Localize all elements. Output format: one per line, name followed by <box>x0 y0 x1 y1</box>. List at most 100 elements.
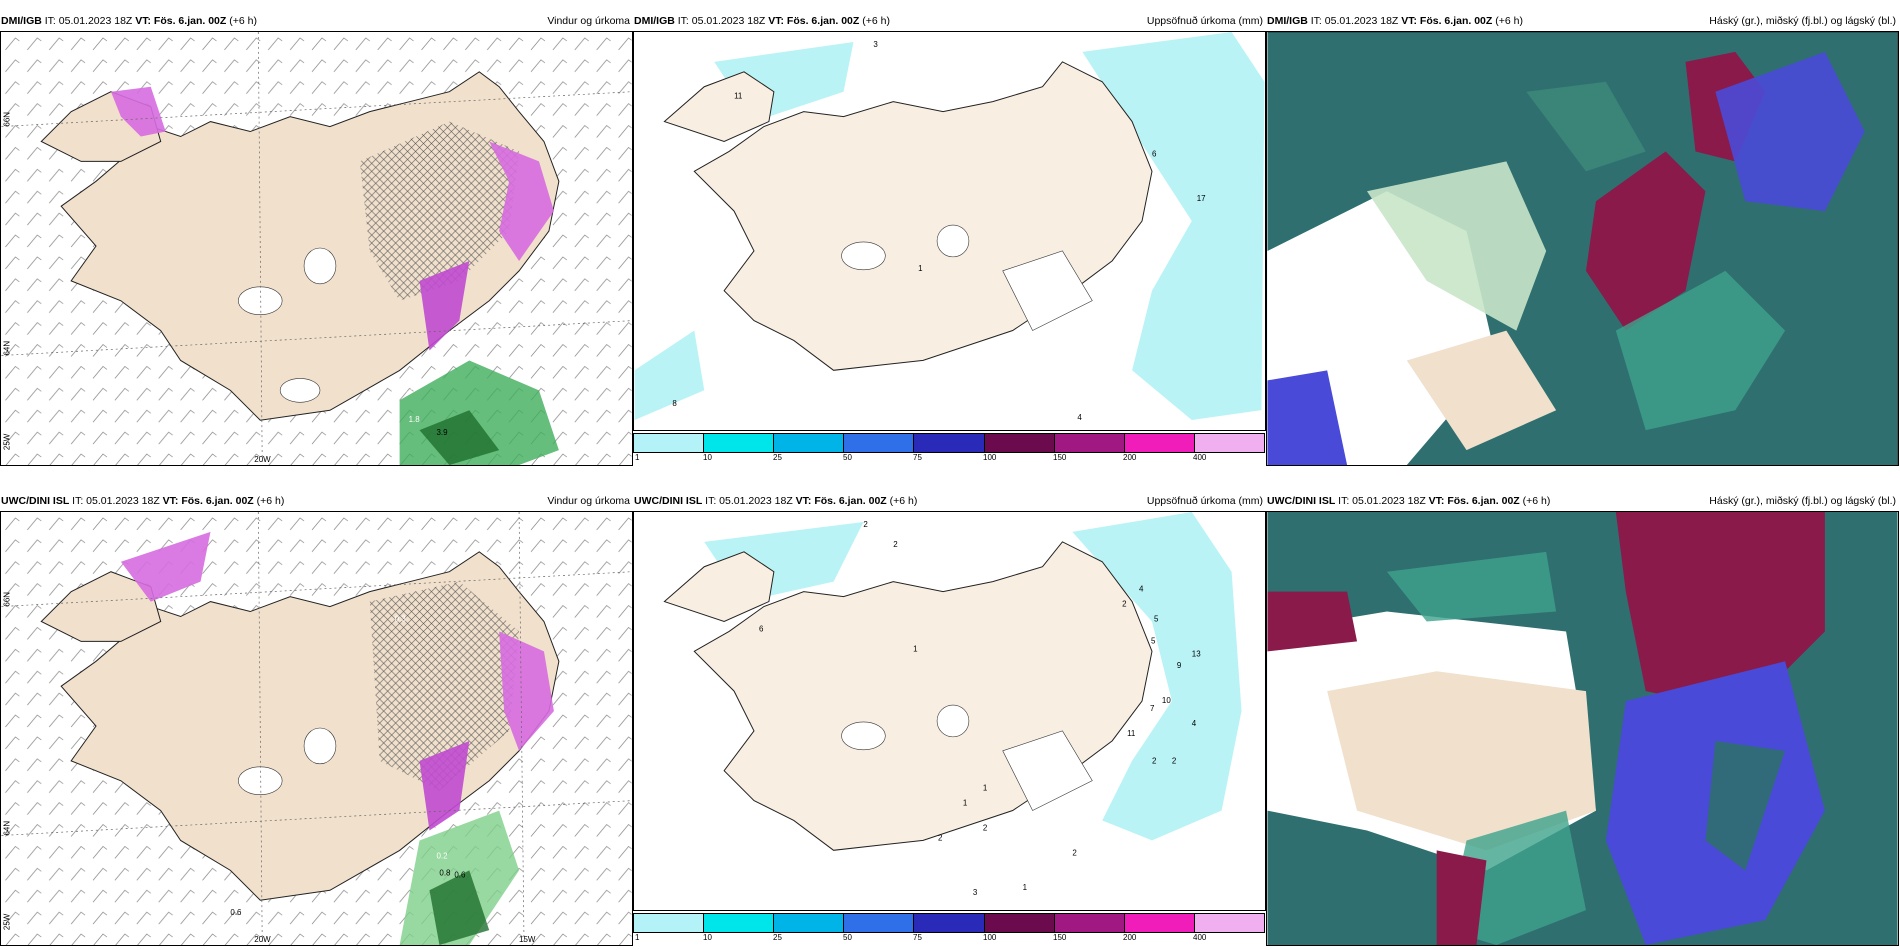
cloud-map <box>1267 512 1898 945</box>
value-label: 2 <box>1172 757 1177 766</box>
value-label: 1.8 <box>409 415 421 424</box>
panel-header: UWC/DINI ISL IT: 05.01.2023 18Z VT: Fös.… <box>1266 491 1899 511</box>
panel-uwc-clouds: UWC/DINI ISL IT: 05.01.2023 18Z VT: Fös.… <box>1266 491 1899 946</box>
colorbar-swatch <box>844 434 915 452</box>
value-label: 2 <box>938 833 943 842</box>
value-label: 5 <box>1151 636 1156 645</box>
value-label: 2 <box>893 540 898 549</box>
map-frame: 66N 64N 25W 20W 15W 0.2 0.8 0.6 0.6 0.3 <box>0 511 633 946</box>
colorbar-label: 1 <box>635 453 640 462</box>
map-frame <box>1266 31 1899 466</box>
value-label: 17 <box>1197 194 1206 203</box>
colorbar <box>633 913 1265 933</box>
precip-map: 3 6 17 1 8 4 11 <box>634 32 1265 430</box>
colorbar-label: 10 <box>703 933 712 942</box>
grid-label-15w: 15W <box>519 935 536 944</box>
map-frame: 2 2 5 6 5 4 2 13 9 7 10 11 1 2 2 2 1 1 2… <box>633 511 1266 911</box>
panel-title: Vindur og úrkoma <box>547 495 630 507</box>
value-label: 5 <box>1154 614 1159 623</box>
value-label: 1 <box>1023 883 1028 892</box>
grid-label-25w: 25W <box>2 433 11 450</box>
colorbar-swatch <box>1124 914 1195 932</box>
value-label: 7 <box>1150 704 1155 713</box>
value-label: 4 <box>1192 719 1197 728</box>
colorbar-label: 50 <box>843 933 852 942</box>
colorbar-label: 400 <box>1193 933 1207 942</box>
panel-header: DMI/IGB IT: 05.01.2023 18Z VT: Fös. 6.ja… <box>0 11 633 31</box>
panel-dmi-clouds: DMI/IGB IT: 05.01.2023 18Z VT: Fös. 6.ja… <box>1266 11 1899 466</box>
grid-label-66n: 66N <box>2 112 11 127</box>
colorbar <box>633 433 1265 453</box>
map-frame <box>1266 511 1899 946</box>
colorbar-label: 100 <box>983 453 997 462</box>
value-label: 0.3 <box>395 614 407 623</box>
colorbar-label: 25 <box>773 453 782 462</box>
grid-label-66n: 66N <box>2 592 11 607</box>
panel-title: Vindur og úrkoma <box>547 15 630 27</box>
value-label: 4 <box>1077 413 1082 422</box>
value-label: 1 <box>918 264 923 273</box>
value-label: 2 <box>863 520 868 529</box>
value-label: 6 <box>1152 149 1157 158</box>
colorbar-labels: 1 10 25 50 75 100 150 200 400 <box>633 933 1265 945</box>
panel-title: Uppsöfnuð úrkoma (mm) <box>1146 495 1263 507</box>
colorbar-label: 100 <box>983 933 997 942</box>
colorbar-label: 1 <box>635 933 640 942</box>
wind-map: 66N 64N 25W 20W 3.9 0.2 1.8 <box>1 32 632 465</box>
value-label: 10 <box>1162 696 1171 705</box>
panel-header: DMI/IGB IT: 05.01.2023 18Z VT: Fös. 6.ja… <box>1266 11 1899 31</box>
panel-header: UWC/DINI ISL IT: 05.01.2023 18Z VT: Fös.… <box>633 491 1266 511</box>
panel-header: UWC/DINI ISL IT: 05.01.2023 18Z VT: Fös.… <box>0 491 633 511</box>
value-label: 13 <box>1192 649 1201 658</box>
colorbar-label: 200 <box>1123 933 1137 942</box>
value-label: 11 <box>1127 729 1136 738</box>
panel-header: DMI/IGB IT: 05.01.2023 18Z VT: Fös. 6.ja… <box>633 11 1266 31</box>
value-label: 0.8 <box>439 868 451 877</box>
colorbar-swatch <box>704 914 775 932</box>
panel-dmi-precip: DMI/IGB IT: 05.01.2023 18Z VT: Fös. 6.ja… <box>633 11 1266 466</box>
colorbar-swatch <box>774 914 845 932</box>
value-label: 3 <box>973 888 978 897</box>
value-label: 6 <box>759 624 764 633</box>
map-frame: 66N 64N 25W 20W 3.9 0.2 1.8 <box>0 31 633 466</box>
value-label: 0.6 <box>454 870 466 879</box>
precip-map: 2 2 5 6 5 4 2 13 9 7 10 11 1 2 2 2 1 1 2… <box>634 512 1265 910</box>
colorbar-label: 10 <box>703 453 712 462</box>
colorbar-label: 25 <box>773 933 782 942</box>
colorbar-swatch <box>634 434 705 452</box>
colorbar-swatch <box>1054 914 1125 932</box>
value-label: 1 <box>963 799 968 808</box>
colorbar-swatch <box>984 914 1055 932</box>
colorbar-swatch <box>844 914 915 932</box>
panel-title: Háský (gr.), miðský (fj.bl.) og lágský (… <box>1709 15 1896 27</box>
value-label: 1 <box>913 644 918 653</box>
colorbar-label: 75 <box>913 453 922 462</box>
value-label: 3 <box>873 40 878 49</box>
value-label: 0.2 <box>436 851 448 860</box>
value-label: 2 <box>1072 848 1077 857</box>
cloud-map <box>1267 32 1898 465</box>
colorbar-swatch <box>914 434 985 452</box>
colorbar-label: 150 <box>1053 453 1067 462</box>
colorbar-label: 400 <box>1193 453 1207 462</box>
value-label: 9 <box>1177 661 1182 670</box>
value-label: 3.9 <box>436 428 448 437</box>
panel-uwc-wind: UWC/DINI ISL IT: 05.01.2023 18Z VT: Fös.… <box>0 491 633 946</box>
grid-label-20w: 20W <box>254 455 271 464</box>
value-label: 0.2 <box>402 385 414 394</box>
value-label: 11 <box>734 92 743 101</box>
wind-map: 66N 64N 25W 20W 15W 0.2 0.8 0.6 0.6 0.3 <box>1 512 632 945</box>
value-label: 0.6 <box>230 908 242 917</box>
colorbar-label: 200 <box>1123 453 1137 462</box>
grid-label-64n: 64N <box>2 341 11 356</box>
value-label: 1 <box>983 784 988 793</box>
value-label: 2 <box>1122 600 1127 609</box>
panel-uwc-precip: UWC/DINI ISL IT: 05.01.2023 18Z VT: Fös.… <box>633 491 1266 946</box>
value-label: 4 <box>1139 585 1144 594</box>
colorbar-swatch <box>984 434 1055 452</box>
grid-label-25w: 25W <box>2 913 11 930</box>
colorbar-swatch <box>1194 914 1264 932</box>
colorbar-label: 150 <box>1053 933 1067 942</box>
map-frame: 3 6 17 1 8 4 11 <box>633 31 1266 431</box>
panel-title: Háský (gr.), miðský (fj.bl.) og lágský (… <box>1709 495 1896 507</box>
